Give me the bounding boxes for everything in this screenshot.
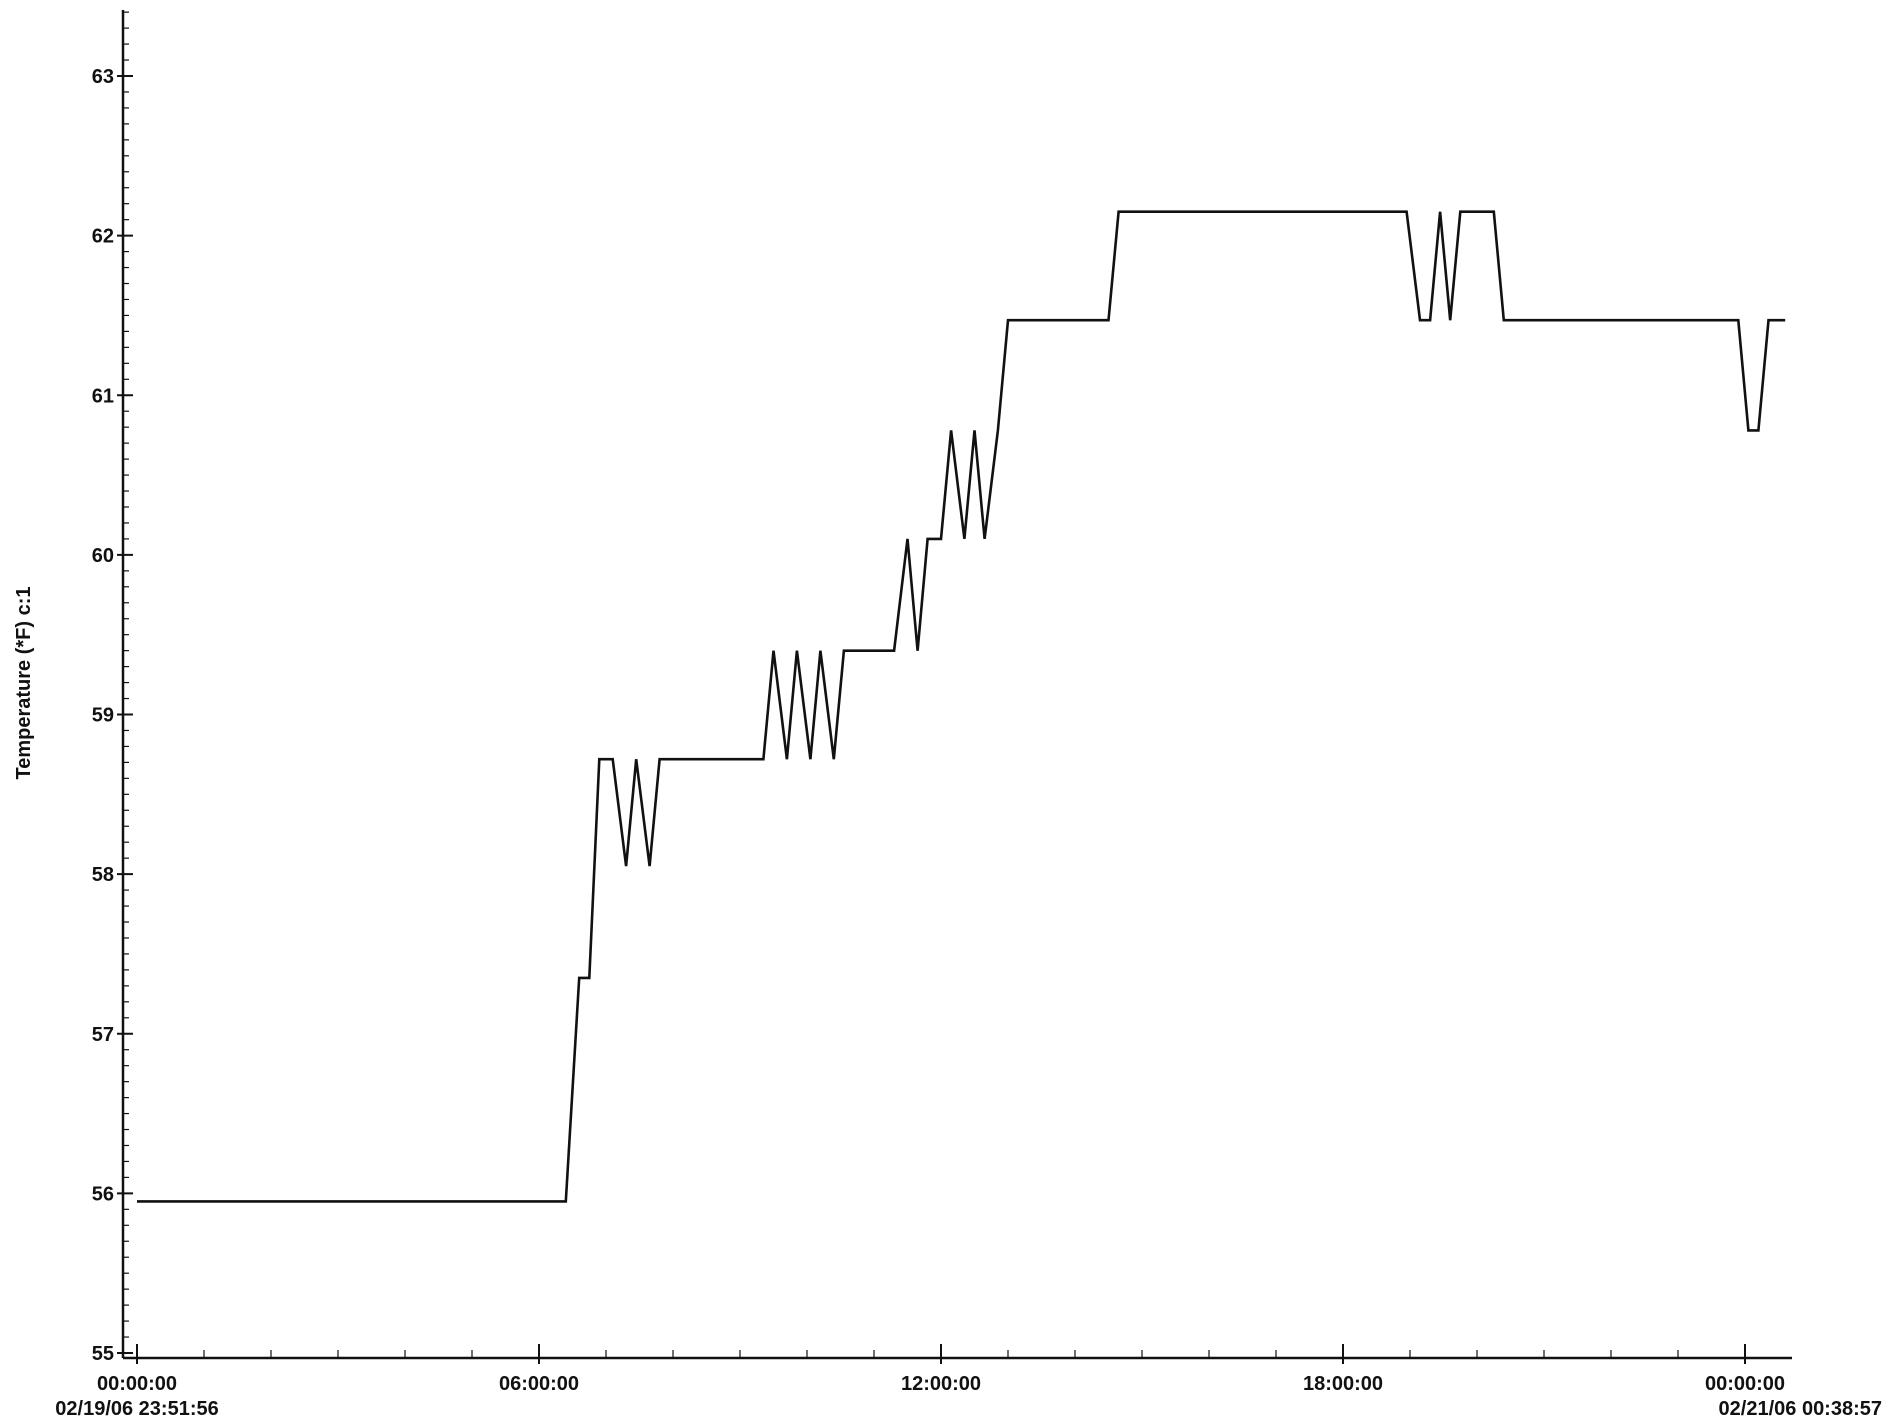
series-group — [137, 210, 1786, 1203]
y-axis: 55 56 57 58 59 60 61 62 63 — [92, 10, 133, 1365]
y-tick-label: 55 — [92, 1343, 114, 1365]
y-tick-label: 56 — [92, 1183, 114, 1205]
y-tick-label: 58 — [92, 864, 114, 886]
x-tick-label: 18:00:00 — [1303, 1373, 1383, 1395]
y-tick-label: 63 — [92, 66, 114, 88]
x-axis: 00:00:00 02/19/06 23:51:56 06:00:00 12:00:0… — [55, 1344, 1882, 1420]
x-tick-sublabel: 02/21/06 00:38:57 — [1719, 1398, 1882, 1420]
series-line-0 — [137, 210, 1786, 1203]
x-tick-sublabel: 02/19/06 23:51:56 — [55, 1398, 218, 1420]
y-tick-label: 62 — [92, 226, 114, 248]
y-axis-title: Temperature (*F) c:1 — [13, 586, 35, 779]
x-tick-label: 00:00:00 — [1705, 1373, 1785, 1395]
y-tick-label: 60 — [92, 545, 114, 567]
x-tick-label: 00:00:00 — [97, 1373, 177, 1395]
x-tick-label: 12:00:00 — [901, 1373, 981, 1395]
y-tick-label: 59 — [92, 705, 114, 727]
x-tick-label: 06:00:00 — [499, 1373, 579, 1395]
y-tick-label: 61 — [92, 385, 114, 407]
y-tick-label: 57 — [92, 1024, 114, 1046]
